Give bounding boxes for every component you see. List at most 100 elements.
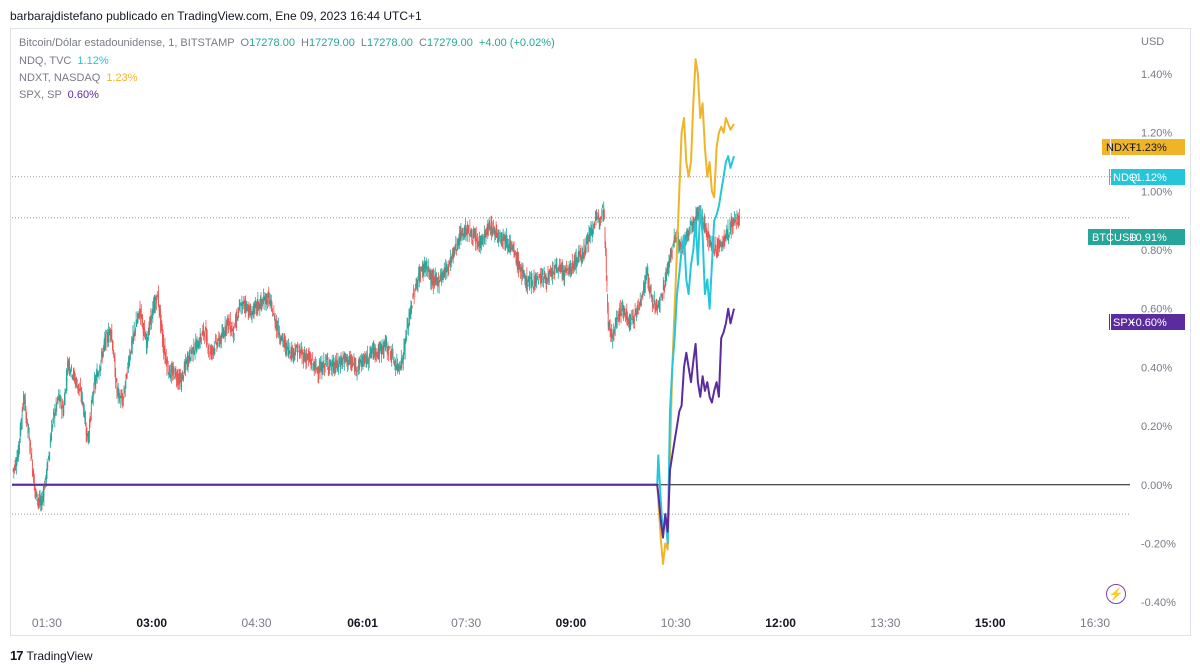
btc-candle xyxy=(39,498,40,502)
btc-candle xyxy=(598,221,600,223)
btc-candle xyxy=(634,311,636,315)
btc-candle xyxy=(716,254,717,256)
btc-candle xyxy=(333,362,335,373)
btc-candle xyxy=(526,274,528,284)
legend-main[interactable]: Bitcoin/Dólar estadounidense, 1, BITSTAM… xyxy=(19,37,555,49)
btc-candle xyxy=(619,307,621,316)
btc-candle xyxy=(281,334,283,339)
btc-candle xyxy=(13,468,15,471)
btc-candle xyxy=(84,414,86,418)
btc-candle xyxy=(179,376,181,381)
btc-candle xyxy=(244,302,246,305)
btc-candle xyxy=(541,273,543,281)
btc-candle xyxy=(175,370,177,373)
btc-candle xyxy=(668,257,670,267)
btc-candle xyxy=(207,346,209,350)
btc-candle xyxy=(682,249,683,254)
btc-candle xyxy=(252,305,254,314)
btc-candle xyxy=(375,356,377,358)
btc-candle xyxy=(407,323,409,330)
btc-candle xyxy=(438,277,439,280)
btc-candle xyxy=(581,253,583,255)
btc-candle xyxy=(486,228,488,235)
btc-candle xyxy=(665,276,667,279)
btc-candle xyxy=(454,249,455,253)
btc-candle xyxy=(112,345,114,355)
btc-candle xyxy=(386,341,387,344)
btc-candle xyxy=(443,273,444,276)
btc-candle xyxy=(227,319,229,327)
legend-spx[interactable]: SPX, SP 0.60% xyxy=(19,89,99,101)
btc-candle xyxy=(375,349,377,355)
btc-candle xyxy=(402,354,404,365)
btc-candle xyxy=(661,292,663,294)
btc-candle xyxy=(453,248,455,256)
btc-candle xyxy=(214,349,216,351)
btc-candle xyxy=(689,234,690,236)
btc-candle xyxy=(650,286,651,292)
lightning-icon[interactable]: ⚡ xyxy=(1106,584,1126,604)
btc-candle xyxy=(265,295,267,304)
tradingview-logo[interactable]: 17 TradingView xyxy=(10,648,93,663)
btc-candle xyxy=(44,486,45,489)
btc-candle xyxy=(239,304,241,309)
btc-candle xyxy=(115,372,117,384)
btc-candle xyxy=(432,275,434,283)
btc-candle xyxy=(715,248,717,251)
btc-candle xyxy=(215,338,217,342)
btc-candle xyxy=(180,380,182,382)
btc-candle xyxy=(149,323,150,328)
btc-candle xyxy=(354,362,356,371)
btc-candle xyxy=(56,398,58,401)
btc-candle xyxy=(327,361,329,366)
btc-candle xyxy=(48,455,50,458)
btc-candle xyxy=(616,320,618,325)
btc-candle xyxy=(65,389,67,391)
btc-candle xyxy=(217,342,219,345)
btc-candle xyxy=(158,305,160,313)
btc-candle xyxy=(648,284,650,287)
btc-candle xyxy=(384,345,386,347)
btc-candle xyxy=(672,243,674,248)
btc-candle xyxy=(176,378,177,380)
btc-candle xyxy=(161,321,163,330)
btc-candle xyxy=(653,305,655,309)
btc-candle xyxy=(45,475,47,477)
btc-candle xyxy=(105,334,107,346)
btc-candle xyxy=(604,228,606,244)
btc-candle xyxy=(174,377,175,379)
y-tick-label: 0.20% xyxy=(1141,421,1172,433)
legend-ndxt[interactable]: NDXT, NASDAQ 1.23% xyxy=(19,72,138,84)
btc-candle xyxy=(307,354,309,358)
btc-candle xyxy=(348,356,350,364)
btc-candle xyxy=(406,324,408,332)
btc-candle xyxy=(645,271,647,279)
btc-candle xyxy=(243,300,245,307)
btc-candle xyxy=(363,356,364,360)
btc-candle xyxy=(552,269,553,277)
high-value: 17279.00 xyxy=(308,37,355,49)
btc-candle xyxy=(372,345,374,356)
btc-candle xyxy=(264,302,266,307)
btc-candle xyxy=(408,312,410,322)
btc-candle xyxy=(662,293,664,297)
btc-candle xyxy=(724,235,726,241)
btc-candle xyxy=(610,334,612,336)
btc-candle xyxy=(727,227,729,234)
btc-candle xyxy=(113,356,115,361)
btc-candle xyxy=(434,275,436,277)
btc-candle xyxy=(160,309,161,326)
btc-candle xyxy=(571,260,573,270)
btc-candle xyxy=(733,218,735,220)
btc-candle xyxy=(72,371,74,376)
btc-candle xyxy=(439,276,441,281)
btc-candle xyxy=(224,333,225,336)
legend-ndq[interactable]: NDQ, TVC 1.12% xyxy=(19,55,109,67)
btc-candle xyxy=(540,277,542,283)
btc-candle xyxy=(46,463,48,476)
btc-candle xyxy=(622,305,624,311)
btc-candle xyxy=(182,372,184,374)
btc-candle xyxy=(415,286,417,289)
btc-candle xyxy=(54,409,56,419)
